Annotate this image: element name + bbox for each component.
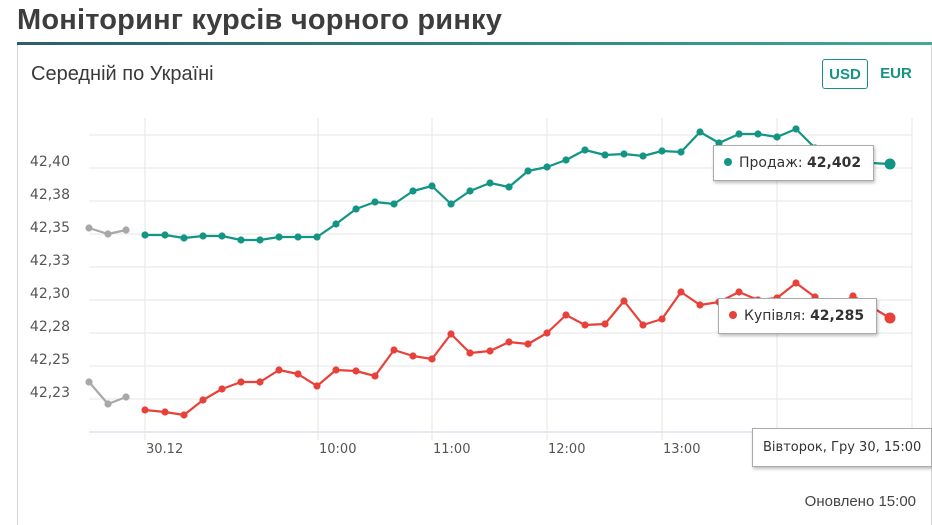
svg-text:13:00: 13:00 [663, 442, 700, 457]
svg-text:42,38: 42,38 [30, 187, 70, 203]
buy-tooltip-label: Купівля: [744, 308, 811, 324]
card-title: Середній по Україні [31, 63, 214, 85]
x-axis-labels: 30.12 10:00 11:00 12:00 13:00 [146, 442, 700, 457]
series-3 [141, 279, 896, 419]
series-2 [85, 378, 130, 408]
buy-tooltip: Купівля: 42,285 [718, 298, 878, 334]
buy-dot-icon [729, 311, 737, 319]
sell-dot-icon [724, 158, 732, 166]
currency-eur-button[interactable]: EUR [880, 65, 912, 82]
svg-text:11:00: 11:00 [433, 442, 470, 457]
svg-text:10:00: 10:00 [319, 442, 356, 457]
svg-text:42,33: 42,33 [30, 253, 70, 269]
sell-tooltip-label: Продаж: [739, 155, 808, 171]
svg-text:42,35: 42,35 [30, 220, 70, 236]
updated-label: Оновлено 15:00 [804, 493, 916, 510]
time-tooltip-text: Вівторок, Гру 30, 15:00 [763, 440, 922, 455]
svg-text:30.12: 30.12 [146, 442, 183, 457]
series-0 [85, 224, 130, 238]
svg-text:12:00: 12:00 [548, 442, 585, 457]
sell-tooltip: Продаж: 42,402 [713, 145, 875, 181]
svg-text:42,30: 42,30 [30, 286, 70, 302]
svg-text:42,28: 42,28 [30, 319, 70, 335]
svg-text:42,25: 42,25 [30, 352, 70, 368]
title-rule [17, 42, 932, 45]
time-tooltip: Вівторок, Гру 30, 15:00 [752, 428, 932, 467]
svg-text:42,40: 42,40 [30, 154, 70, 170]
y-axis-labels: 42,40 42,38 42,35 42,33 42,30 42,28 42,25 42,23 [30, 154, 70, 401]
svg-text:42,23: 42,23 [30, 385, 70, 401]
sell-tooltip-value: 42,402 [807, 155, 862, 171]
series-1 [141, 125, 896, 244]
page-title: Моніторинг курсів чорного ринку [17, 4, 503, 36]
currency-usd-button[interactable]: USD [822, 59, 868, 89]
buy-tooltip-value: 42,285 [810, 308, 865, 324]
